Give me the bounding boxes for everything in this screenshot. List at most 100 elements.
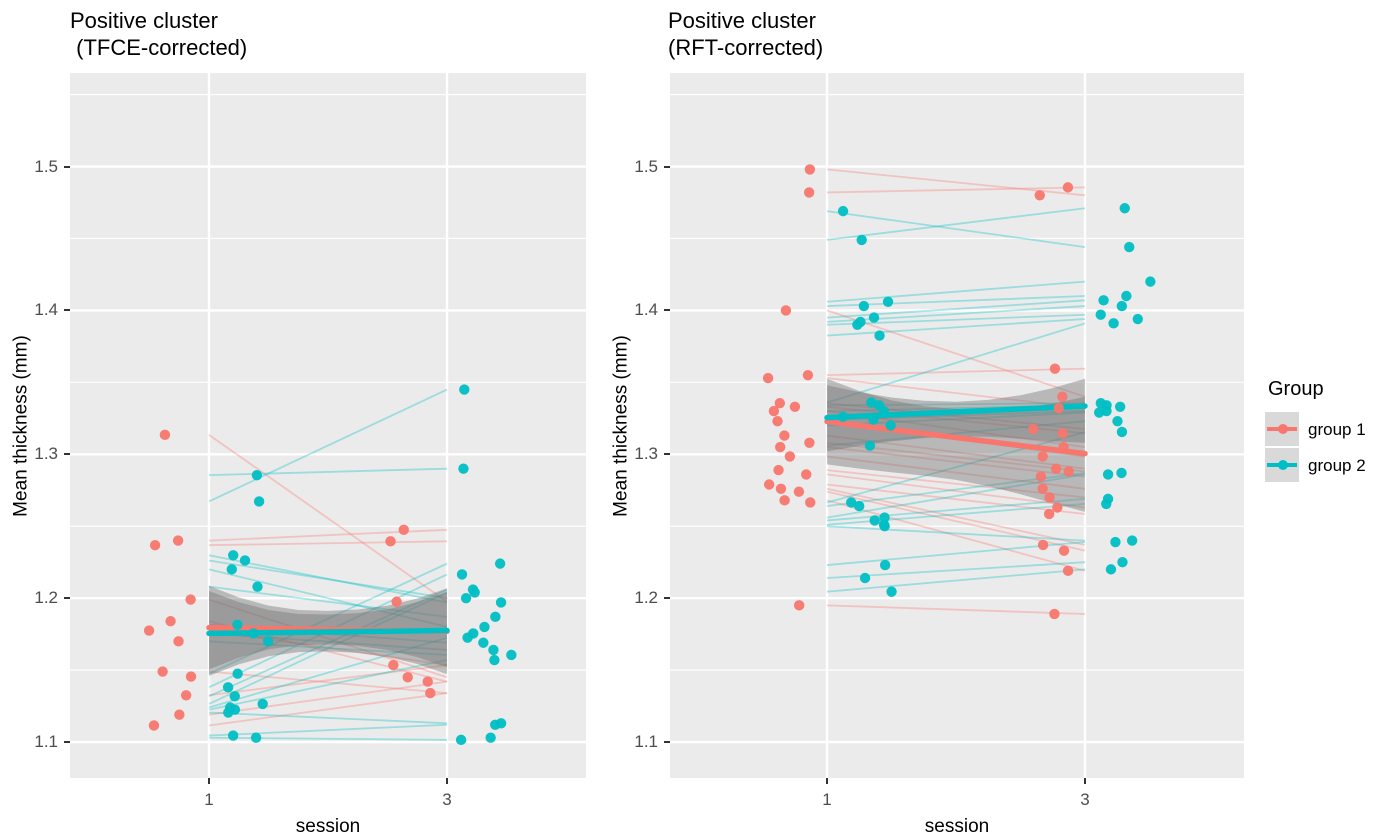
data-point <box>250 732 262 743</box>
data-point <box>223 707 234 718</box>
subject-line <box>826 568 1086 593</box>
y-tick-mark <box>664 453 670 456</box>
y-tick-label: 1.5 <box>634 156 658 176</box>
subject-line <box>208 573 448 689</box>
subject-line <box>208 467 448 477</box>
subject-line <box>208 664 448 697</box>
data-point <box>228 550 239 561</box>
data-point <box>882 296 894 307</box>
subject-line <box>826 455 1086 490</box>
data-point <box>805 497 816 508</box>
data-point <box>469 587 480 598</box>
data-point <box>165 615 176 627</box>
data-point <box>227 730 239 741</box>
data-point <box>779 430 790 441</box>
data-point <box>775 483 787 495</box>
subject-line <box>208 623 448 644</box>
legend-point-glyph <box>1278 424 1288 434</box>
data-point <box>422 676 433 687</box>
data-point <box>879 559 891 571</box>
data-point <box>1114 401 1126 412</box>
data-point <box>173 636 184 647</box>
data-point <box>763 479 775 490</box>
data-point <box>232 668 243 679</box>
panel-title-line: (RFT-corrected) <box>668 34 824 60</box>
subject-line <box>208 680 448 716</box>
subject-line <box>208 598 448 679</box>
subject-line <box>826 446 1086 478</box>
data-point <box>455 734 467 746</box>
subject-line <box>826 541 1086 566</box>
data-point <box>229 704 241 715</box>
x-tick-mark <box>446 778 448 784</box>
data-point <box>1102 469 1114 480</box>
data-point <box>768 405 780 417</box>
y-axis-title-tfce: Mean thickness (mm) <box>10 334 31 517</box>
y-tick-mark <box>664 309 670 312</box>
data-point <box>886 586 897 597</box>
subject-line <box>208 736 448 741</box>
subject-line <box>826 441 1086 473</box>
subject-line <box>826 487 1086 546</box>
data-point <box>456 569 468 580</box>
data-point <box>388 659 399 671</box>
data-point <box>1108 318 1119 329</box>
data-point <box>257 698 268 710</box>
data-point <box>1028 423 1039 435</box>
data-point <box>762 372 774 384</box>
data-point <box>222 682 234 693</box>
data-point <box>467 584 479 595</box>
data-point <box>226 564 237 575</box>
data-point <box>1116 426 1128 438</box>
subject-line <box>826 377 1086 410</box>
data-point <box>180 690 192 701</box>
data-point <box>143 625 155 636</box>
panel-title-tfce: Positive cluster (TFCE-corrected) <box>70 8 247 62</box>
legend-title: Group <box>1268 378 1324 400</box>
data-point <box>462 632 473 643</box>
y-tick-label: 1.1 <box>634 732 658 752</box>
data-point <box>1037 451 1048 462</box>
subject-line <box>208 559 448 600</box>
subject-line <box>208 692 448 727</box>
data-point <box>879 521 890 532</box>
data-point <box>1101 405 1112 417</box>
subject-line <box>826 280 1086 303</box>
subject-line <box>826 186 1086 194</box>
subject-line <box>826 420 1086 447</box>
confidence-ribbon <box>827 378 1085 512</box>
data-point <box>174 709 185 720</box>
subject-line <box>208 388 448 503</box>
data-point <box>773 464 784 476</box>
data-point <box>885 420 896 431</box>
y-tick-label: 1.5 <box>34 156 58 176</box>
y-axis-title-rft: Mean thickness (mm) <box>610 334 631 517</box>
data-point <box>157 666 168 677</box>
data-point <box>239 555 251 566</box>
data-point <box>1057 391 1068 402</box>
group-trend-line <box>206 627 450 637</box>
data-point <box>385 536 396 547</box>
y-tick-mark <box>664 597 670 600</box>
data-point <box>490 719 501 730</box>
data-point <box>852 319 863 330</box>
subject-line <box>208 591 448 705</box>
data-point <box>1057 428 1068 439</box>
subject-line <box>826 207 1086 241</box>
data-point <box>1095 397 1107 409</box>
data-point <box>224 702 236 713</box>
x-tick-label: 3 <box>442 790 452 809</box>
data-point <box>494 558 506 569</box>
data-point <box>1095 309 1106 320</box>
data-point <box>1043 508 1055 520</box>
data-point <box>1058 545 1070 556</box>
data-point <box>846 497 857 508</box>
legend-label: group 1 <box>1308 420 1366 439</box>
confidence-ribbon <box>209 585 447 670</box>
x-tick-mark <box>826 778 828 784</box>
panel-panel-rft <box>670 73 1244 778</box>
y-tick-label: 1.4 <box>34 300 58 320</box>
subject-line <box>826 318 1086 337</box>
